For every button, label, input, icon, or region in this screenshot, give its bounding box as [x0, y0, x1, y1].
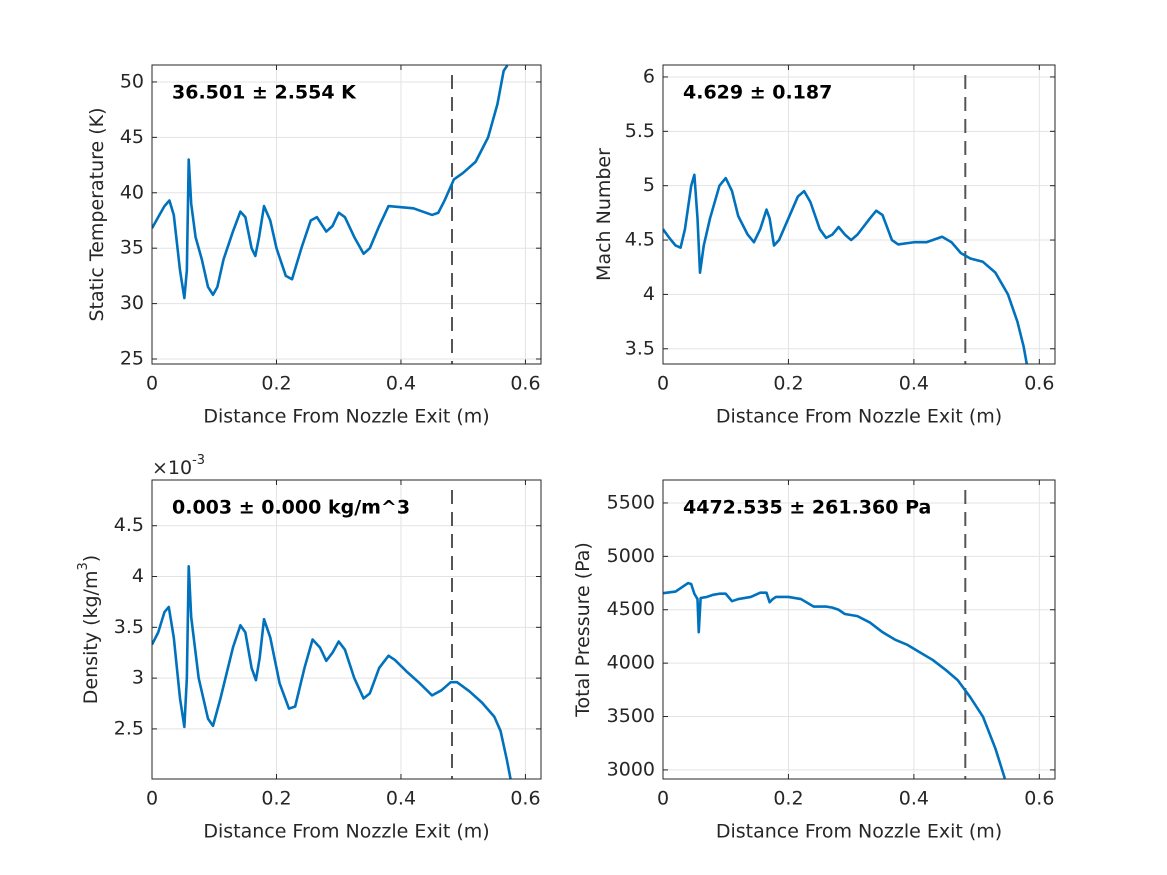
axes: 0 0.2 0.4 0.6 25 30 35 40 45 50 36.501 ± 2.554 K Di…: [86, 64, 542, 428]
y-tick-label: 50: [120, 70, 144, 92]
x-tick-label: 0.2: [261, 788, 291, 810]
axes-box: [662, 64, 1056, 365]
x-tick-label: 0: [657, 373, 669, 395]
y-tick-label: 2.5: [114, 717, 144, 739]
y-tick-label: 5500: [607, 491, 655, 513]
axes: 0 0.2 0.4 0.6 3.5 4 4.5 5 5.5 6 4.629 ± 0.187 Dista…: [593, 64, 1056, 428]
data-line: [152, 565, 512, 779]
x-tick-label: 0.4: [386, 373, 416, 395]
y-exponent-part: -3: [192, 453, 205, 468]
y-tick-label: 4500: [607, 598, 655, 620]
plot-area: [152, 480, 541, 779]
y-tick-label: 40: [120, 181, 144, 203]
y-axis-label: Static Temperature (K): [86, 107, 108, 321]
y-tick-label: 4.5: [625, 229, 655, 251]
x-tick-label: 0.6: [1024, 788, 1054, 810]
x-tick-label: 0.6: [510, 788, 540, 810]
x-axis-label: Distance From Nozzle Exit (m): [203, 406, 489, 428]
y-tick-label: 4.5: [114, 514, 144, 536]
plot-area: [152, 65, 541, 364]
y-tick-label: 35: [120, 237, 144, 259]
y-axis-label-part: Density (kg/m: [80, 571, 102, 705]
y-tick-label: 4000: [607, 652, 655, 674]
annotation: 0.003 ± 0.000 kg/m^3: [172, 497, 410, 519]
y-tick-label: 30: [120, 292, 144, 314]
y-tick-label: 3.5: [625, 337, 655, 359]
x-tick-label: 0.6: [1024, 373, 1054, 395]
x-tick-label: 0.4: [386, 788, 416, 810]
y-tick-label: 45: [120, 126, 144, 148]
y-axis-label-part: 3: [76, 562, 91, 570]
y-tick-label: 3: [132, 667, 144, 689]
y-axis-label: Mach Number: [593, 148, 615, 281]
y-tick-label: 3500: [607, 705, 655, 727]
data-line: [663, 581, 1007, 779]
x-tick-label: 0.2: [261, 373, 291, 395]
axes-box: [151, 479, 542, 780]
data-line: [663, 173, 1029, 364]
x-tick-label: 0.4: [899, 788, 929, 810]
plot-area: [663, 480, 1055, 779]
y-exponent-label: ×10-3: [152, 453, 205, 479]
y-axis-label: Total Pressure (Pa): [572, 542, 594, 718]
y-tick-label: 6: [643, 65, 655, 87]
x-tick-label: 0: [146, 373, 158, 395]
annotation: 4.629 ± 0.187: [683, 82, 832, 104]
x-tick-label: 0.2: [773, 373, 803, 395]
x-tick-label: 0.4: [899, 373, 929, 395]
x-tick-label: 0.2: [773, 788, 803, 810]
y-tick-label: 4: [132, 565, 144, 587]
y-tick-label: 5: [643, 174, 655, 196]
axes: 0 0.2 0.4 0.6 3000 3500 4000 4500 5000 5500 4472.5…: [572, 479, 1056, 843]
axes-box: [151, 64, 542, 365]
y-axis-label-part: Static Temperature (K): [86, 107, 108, 321]
axes-box: [662, 479, 1056, 780]
y-tick-label: 5.5: [625, 120, 655, 142]
plot-area: [663, 65, 1055, 364]
y-axis-label-part: ): [80, 555, 102, 562]
y-tick-label: 3.5: [114, 616, 144, 638]
x-axis-label: Distance From Nozzle Exit (m): [716, 406, 1002, 428]
y-tick-label: 25: [120, 348, 144, 370]
x-tick-label: 0: [657, 788, 669, 810]
y-tick-label: 4: [643, 283, 655, 305]
y-axis-label-part: Total Pressure (Pa): [572, 542, 594, 718]
data-line: [152, 65, 509, 300]
y-tick-label: 3000: [607, 758, 655, 780]
annotation: 36.501 ± 2.554 K: [172, 82, 357, 104]
y-exponent-part: ×10: [152, 457, 192, 479]
x-axis-label: Distance From Nozzle Exit (m): [716, 821, 1002, 843]
annotation: 4472.535 ± 261.360 Pa: [683, 497, 931, 519]
y-tick-label: 5000: [607, 545, 655, 567]
y-axis-label-part: Mach Number: [593, 148, 615, 281]
axes: 0 0.2 0.4 0.6 2.5 3 3.5 4 4.5 0.003 ± 0.000 kg/m^…: [76, 453, 542, 843]
x-axis-label: Distance From Nozzle Exit (m): [203, 821, 489, 843]
x-tick-label: 0: [146, 788, 158, 810]
x-tick-label: 0.6: [510, 373, 540, 395]
y-axis-label: Density (kg/m3): [76, 555, 102, 704]
